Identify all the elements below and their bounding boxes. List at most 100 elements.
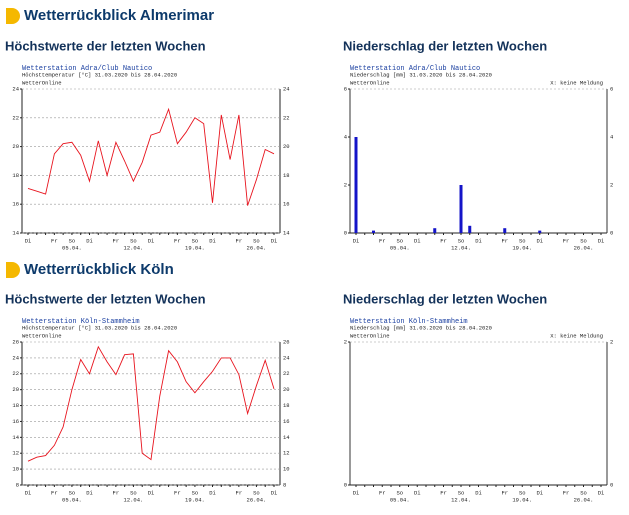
x-date-label: 05.04. <box>62 244 82 251</box>
x-tick-label: Di <box>271 489 278 496</box>
y-tick-label: 18 <box>12 402 19 409</box>
station-title: Wetterstation Köln-Stammheim <box>350 318 468 326</box>
x-tick-label: Di <box>414 237 421 244</box>
x-tick-label: Di <box>25 489 32 496</box>
x-tick-label: Di <box>598 489 605 496</box>
y-tick-label: 20 <box>283 143 290 150</box>
x-date-label: 05.04. <box>390 496 410 503</box>
y-tick-label: 20 <box>12 143 19 150</box>
chart-subtitle: Höchsttemperatur [°C] 31.03.2020 bis 28.… <box>22 324 177 331</box>
x-tick-label: Di <box>536 237 543 244</box>
x-tick-label: So <box>130 489 137 496</box>
x-tick-label: Di <box>86 237 93 244</box>
x-tick-label: So <box>519 237 526 244</box>
y-tick-label: 12 <box>12 450 19 457</box>
y-tick-label: 2 <box>344 181 347 188</box>
y-tick-label: 8 <box>283 481 286 488</box>
x-tick-label: Fr <box>113 237 120 244</box>
section-icon <box>6 8 20 24</box>
x-tick-label: Fr <box>440 237 447 244</box>
section-title: Wetterrückblick Köln <box>24 261 174 278</box>
y-tick-label: 2 <box>610 338 613 345</box>
x-tick-label: Fr <box>51 237 58 244</box>
x-tick-label: Fr <box>440 489 447 496</box>
x-tick-label: Di <box>148 237 155 244</box>
y-tick-label: 14 <box>283 229 290 236</box>
y-tick-label: 10 <box>283 466 290 473</box>
y-tick-label: 24 <box>283 354 290 361</box>
x-date-label: 12.04. <box>451 244 471 251</box>
x-tick-label: So <box>519 489 526 496</box>
y-tick-label: 6 <box>610 85 613 92</box>
y-tick-label: 24 <box>12 354 19 361</box>
y-tick-label: 14 <box>12 434 19 441</box>
x-tick-label: So <box>580 237 587 244</box>
y-tick-label: 14 <box>283 434 290 441</box>
x-tick-label: Fr <box>501 237 508 244</box>
x-tick-label: Di <box>271 237 278 244</box>
x-tick-label: So <box>192 489 199 496</box>
x-date-label: 12.04. <box>124 496 144 503</box>
y-tick-label: 0 <box>344 481 347 488</box>
chart-source: WetterOnline <box>350 332 390 339</box>
chart-subtitle: Niederschlag [mm] 31.03.2020 bis 28.04.2… <box>350 324 492 331</box>
precipitation-bar <box>538 230 542 233</box>
y-tick-label: 0 <box>344 229 347 236</box>
x-tick-label: Fr <box>236 489 243 496</box>
panel-heading: Niederschlag der letzten Wochen <box>343 291 547 306</box>
y-tick-label: 16 <box>283 201 290 208</box>
y-tick-label: 24 <box>283 85 290 92</box>
panel-heading: Höchstwerte der letzten Wochen <box>5 38 206 53</box>
panel-heading: Höchstwerte der letzten Wochen <box>5 291 206 306</box>
x-tick-label: So <box>396 489 403 496</box>
y-tick-label: 14 <box>12 229 19 236</box>
chart-subtitle: Niederschlag [mm] 31.03.2020 bis 28.04.2… <box>350 71 492 78</box>
x-date-label: 26.04. <box>247 244 267 251</box>
x-tick-label: Di <box>536 489 543 496</box>
x-date-label: 26.04. <box>247 496 267 503</box>
y-tick-label: 18 <box>283 172 290 179</box>
y-tick-label: 0 <box>610 481 613 488</box>
chart-source: WetterOnline <box>22 332 62 339</box>
x-date-label: 19.04. <box>512 496 532 503</box>
y-tick-label: 16 <box>12 201 19 208</box>
y-tick-label: 16 <box>12 418 19 425</box>
y-tick-label: 2 <box>344 338 347 345</box>
x-date-label: 19.04. <box>512 244 532 251</box>
x-date-label: 12.04. <box>451 496 471 503</box>
y-tick-label: 24 <box>12 85 19 92</box>
y-tick-label: 0 <box>610 229 613 236</box>
precipitation-bar <box>459 185 463 233</box>
y-tick-label: 12 <box>283 450 290 457</box>
x-tick-label: Fr <box>563 489 570 496</box>
y-tick-label: 22 <box>12 370 19 377</box>
x-date-label: 12.04. <box>124 244 144 251</box>
chart-note: X: keine Meldung <box>550 79 603 86</box>
x-tick-label: Di <box>414 489 421 496</box>
x-date-label: 26.04. <box>574 496 594 503</box>
station-title: Wetterstation Adra/Club Nautico <box>350 65 480 73</box>
x-tick-label: So <box>458 489 465 496</box>
x-tick-label: Fr <box>113 489 120 496</box>
precipitation-bar <box>354 137 358 233</box>
x-tick-label: Di <box>209 489 216 496</box>
temperature-line <box>27 345 275 462</box>
x-tick-label: So <box>69 489 76 496</box>
y-tick-label: 22 <box>12 114 19 121</box>
temperature-line <box>27 107 275 206</box>
x-date-label: 05.04. <box>390 244 410 251</box>
x-tick-label: So <box>458 237 465 244</box>
station-title: Wetterstation Köln-Stammheim <box>22 318 140 326</box>
y-tick-label: 6 <box>344 85 347 92</box>
y-tick-label: 20 <box>283 386 290 393</box>
x-tick-label: So <box>69 237 76 244</box>
x-tick-label: So <box>253 489 260 496</box>
y-tick-label: 10 <box>12 466 19 473</box>
y-tick-label: 20 <box>12 386 19 393</box>
x-tick-label: Di <box>353 237 360 244</box>
y-tick-label: 4 <box>610 133 614 140</box>
chart-note: X: keine Meldung <box>550 332 603 339</box>
x-tick-label: Di <box>86 489 93 496</box>
x-tick-label: Di <box>353 489 360 496</box>
chart-source: WetterOnline <box>350 79 390 86</box>
